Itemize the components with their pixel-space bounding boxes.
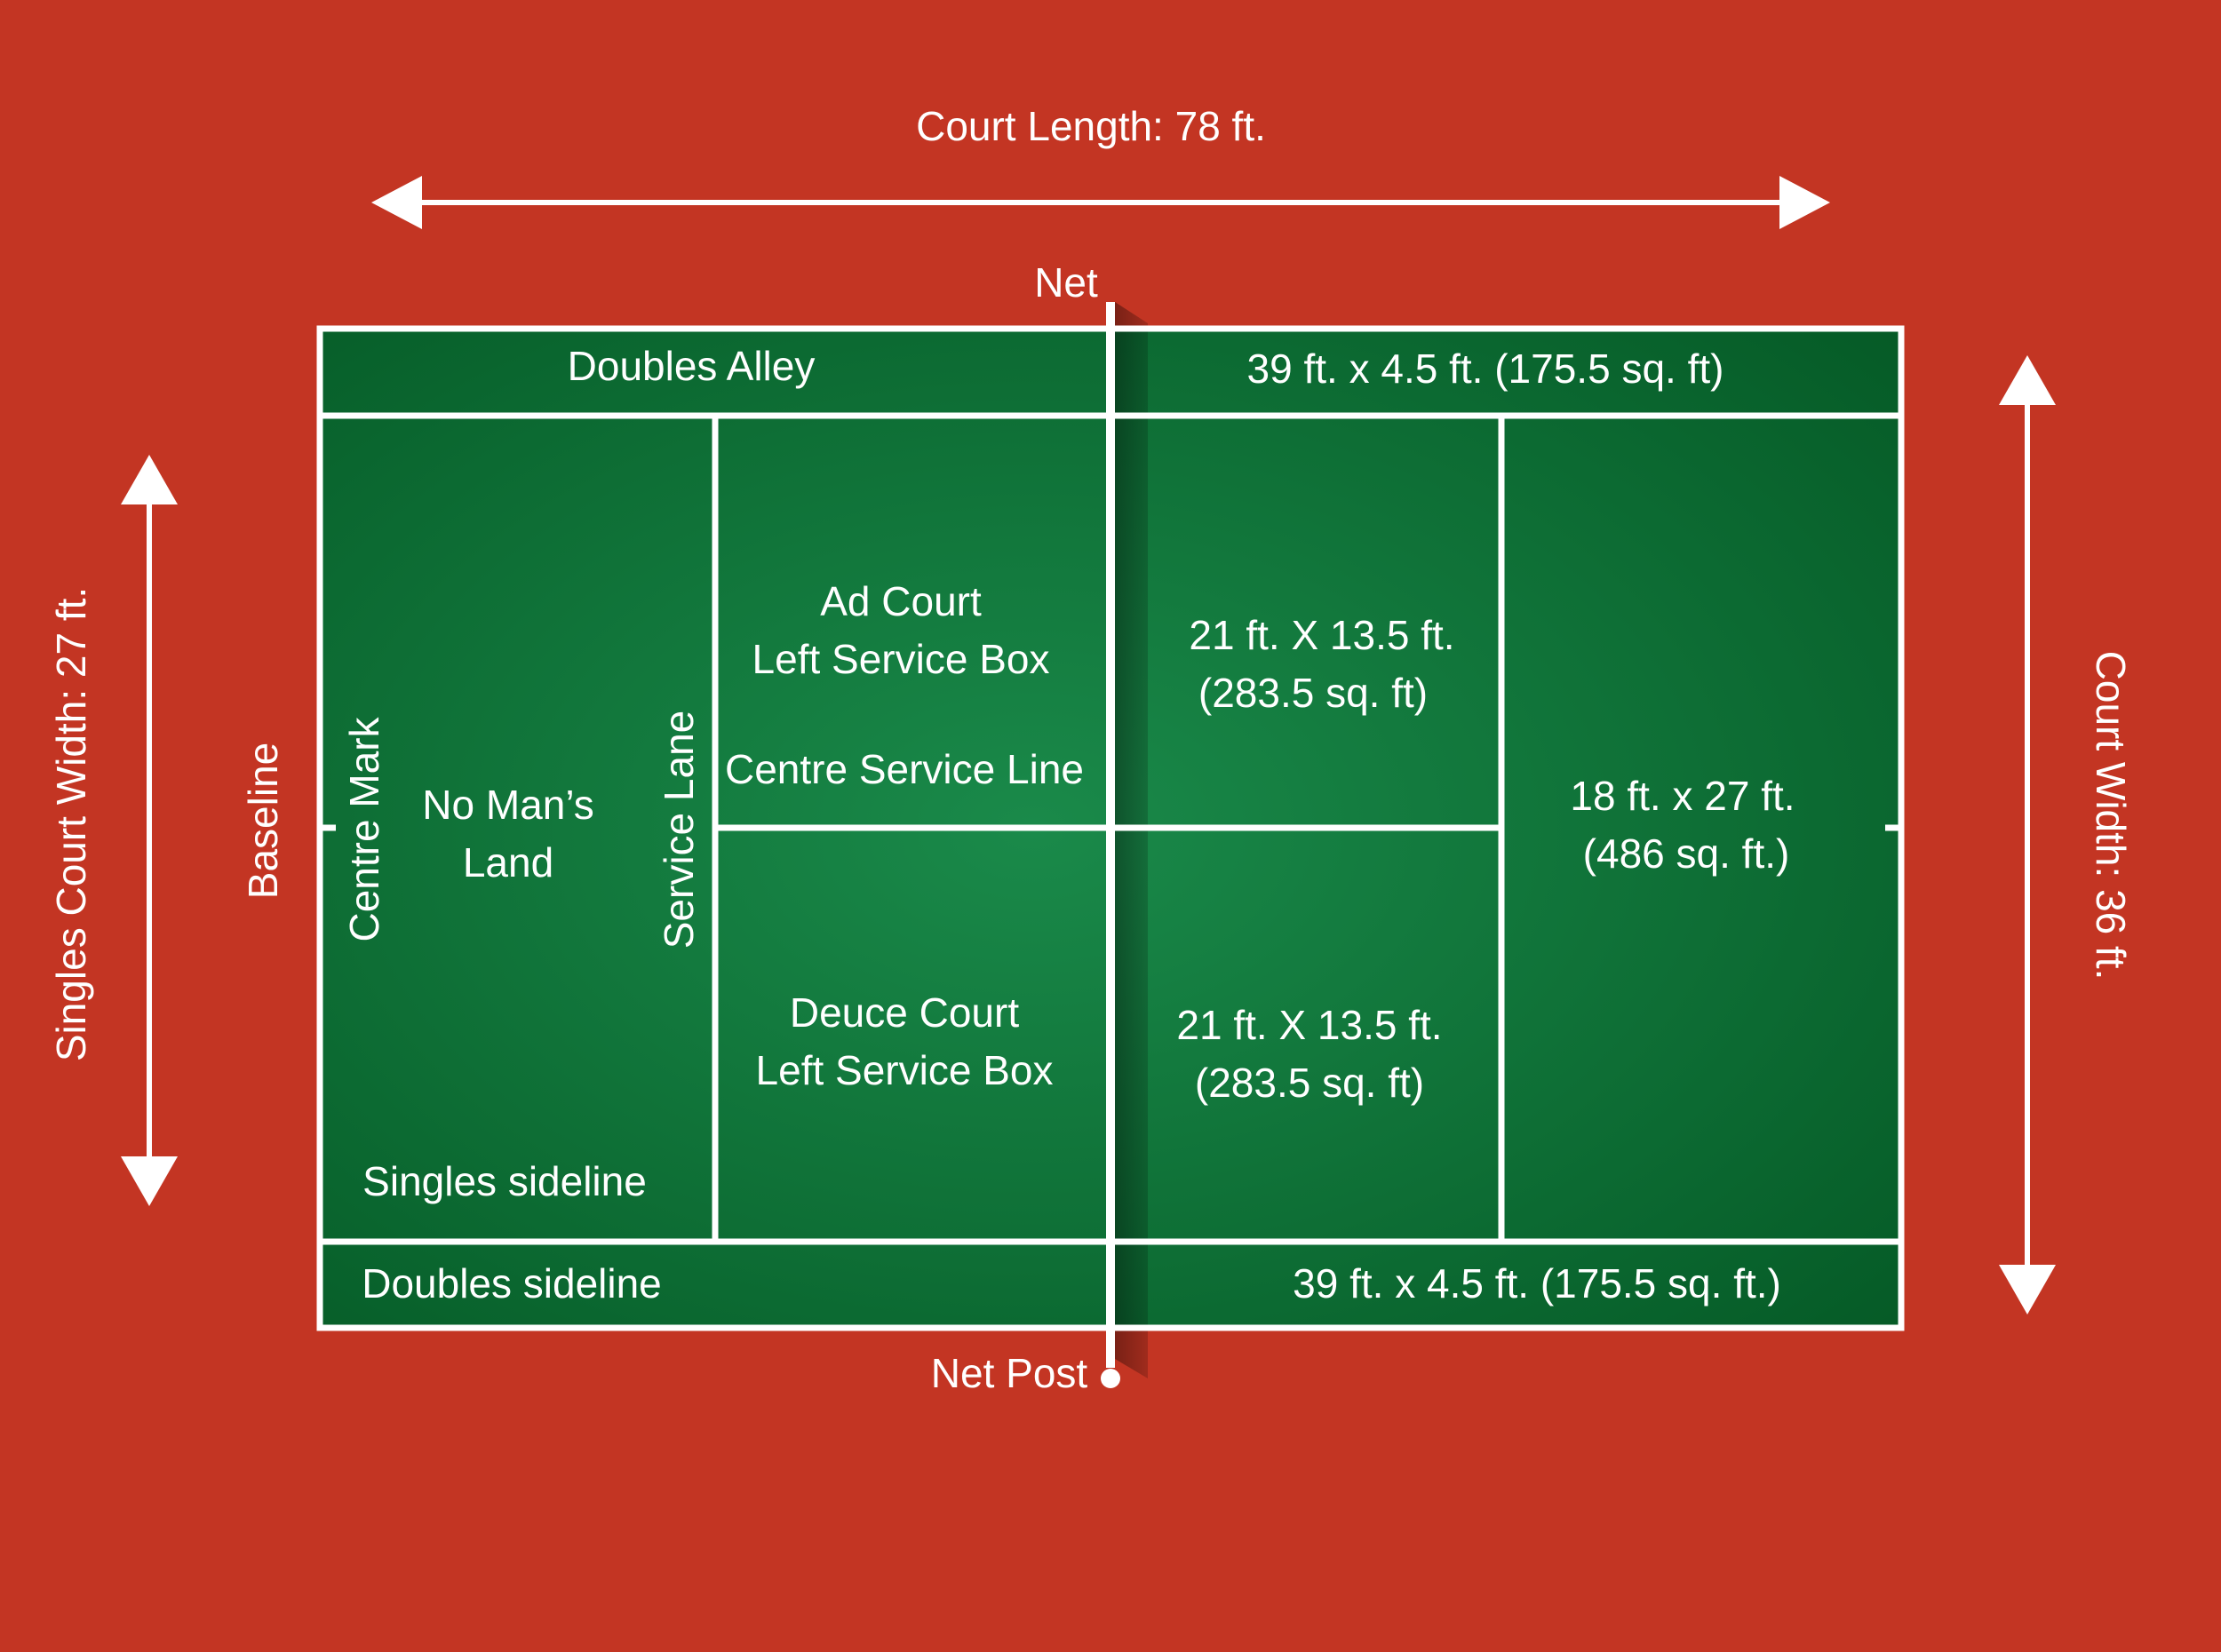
- no-mans-land-line-1: No Man’s: [422, 782, 593, 828]
- deuce-court-line-1: Deuce Court: [790, 989, 1019, 1036]
- doubles-sideline-label: Doubles sideline: [362, 1260, 662, 1307]
- service-box-top-line-2: (283.5 sq. ft): [1198, 670, 1428, 716]
- court-length-arrow: [371, 176, 1830, 229]
- singles-sideline-label: Singles sideline: [362, 1158, 647, 1204]
- baseline-label: Baseline: [240, 743, 286, 899]
- ad-court-line-1: Ad Court: [820, 578, 982, 624]
- service-lane-label: Service Lane: [656, 711, 702, 949]
- singles-width-arrow: [121, 455, 178, 1206]
- service-box-top-line-1: 21 ft. X 13.5 ft.: [1189, 612, 1454, 658]
- back-court-area-line-2: (486 sq. ft.): [1583, 830, 1790, 877]
- alley-bottom-area-label: 39 ft. x 4.5 ft. (175.5 sq. ft.): [1293, 1260, 1781, 1307]
- net-shadow: [1115, 302, 1148, 1378]
- no-mans-land-line-2: Land: [463, 839, 553, 886]
- ad-court-line-2: Left Service Box: [752, 636, 1050, 682]
- centre-service-line-label: Centre Service Line: [725, 746, 1084, 792]
- net-post: [1101, 1369, 1120, 1388]
- singles-width-label: Singles Court Width: 27 ft.: [48, 587, 94, 1061]
- service-box-bottom-line-1: 21 ft. X 13.5 ft.: [1176, 1002, 1442, 1048]
- deuce-court-line-2: Left Service Box: [756, 1047, 1054, 1093]
- service-box-bottom-line-2: (283.5 sq. ft): [1195, 1060, 1424, 1106]
- court-length-label: Court Length: 78 ft.: [916, 103, 1266, 149]
- net-label: Net: [1034, 259, 1098, 306]
- back-court-area-line-1: 18 ft. x 27 ft.: [1570, 773, 1795, 819]
- alley-top-area-label: 39 ft. x 4.5 ft. (175.5 sq. ft): [1247, 345, 1724, 392]
- court-width-label: Court Width: 36 ft.: [2088, 651, 2134, 981]
- court-width-arrow: [1999, 355, 2056, 1314]
- centre-mark-label: Centre Mark: [341, 716, 387, 941]
- doubles-alley-label: Doubles Alley: [568, 343, 816, 389]
- net-post-label: Net Post: [931, 1350, 1088, 1396]
